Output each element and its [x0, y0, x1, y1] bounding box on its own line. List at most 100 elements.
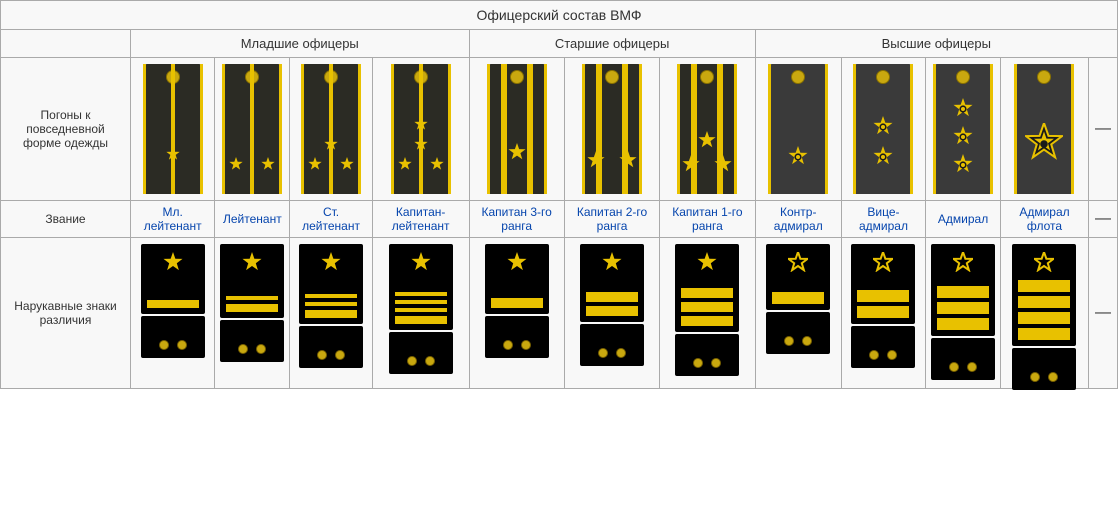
star-icon — [953, 126, 973, 149]
star-icon — [242, 252, 262, 275]
star-icon — [398, 157, 412, 174]
group-header-senior: Старшие офицеры — [469, 30, 755, 58]
rank-link[interactable]: Лейтенант — [223, 212, 282, 226]
sleeve-cell — [1001, 238, 1089, 389]
cuff-button-icon — [616, 348, 626, 358]
star-icon — [619, 151, 637, 172]
shoulder-board — [143, 64, 203, 194]
sleeve-insignia — [482, 244, 552, 384]
pogon-cell — [660, 58, 755, 201]
rank-name-cell: Капитан 3-го ранга — [469, 201, 564, 238]
row-label-pogon: Погоны к повседневной форме одежды — [1, 58, 131, 201]
star-icon — [340, 157, 354, 174]
rank-name-cell: Капитан-лейтенант — [372, 201, 469, 238]
pogon-cell: — — [1088, 58, 1117, 201]
button-icon — [605, 70, 619, 84]
shoulder-board — [487, 64, 547, 194]
group-header-higher: Высшие офицеры — [755, 30, 1117, 58]
rank-name-cell: Вице-адмирал — [841, 201, 925, 238]
pogon-cell — [469, 58, 564, 201]
star-icon — [324, 137, 338, 154]
star-icon — [953, 154, 973, 177]
cuff-button-icon — [521, 340, 531, 350]
rank-link[interactable]: Мл. лейтенант — [144, 205, 202, 233]
empty-dash: — — [1095, 120, 1111, 137]
shoulder-board — [853, 64, 913, 194]
rank-link[interactable]: Ст. лейтенант — [302, 205, 360, 233]
star-icon — [411, 252, 431, 275]
sleeve-cell: — — [1088, 238, 1117, 389]
cuff-button-icon — [967, 362, 977, 372]
rank-name-cell: Адмирал флота — [1001, 201, 1089, 238]
star-icon — [698, 131, 716, 152]
rank-link[interactable]: Контр-адмирал — [774, 205, 823, 233]
shoulder-board — [1014, 64, 1074, 194]
star-icon — [953, 98, 973, 121]
shoulder-board — [582, 64, 642, 194]
sleeve-cell — [469, 238, 564, 389]
pogon-cell — [841, 58, 925, 201]
star-icon — [697, 252, 717, 275]
star-icon — [414, 117, 428, 134]
row-label-rank: Звание — [1, 201, 131, 238]
cuff-button-icon — [317, 350, 327, 360]
sleeve-insignia — [138, 244, 208, 384]
shoulder-board — [768, 64, 828, 194]
star-icon — [308, 157, 322, 174]
cuff-button-icon — [802, 336, 812, 346]
rank-link[interactable]: Вице-адмирал — [859, 205, 908, 233]
rank-link[interactable]: Капитан 1-го ранга — [672, 205, 742, 233]
ranks-table: Офицерский состав ВМФ Младшие офицеры Ст… — [0, 0, 1118, 389]
sleeve-cell — [290, 238, 372, 389]
cuff-button-icon — [407, 356, 417, 366]
button-icon — [1037, 70, 1051, 84]
empty-dash: — — [1095, 210, 1111, 227]
cuff-button-icon — [949, 362, 959, 372]
cuff-button-icon — [503, 340, 513, 350]
pogon-cell — [215, 58, 290, 201]
star-icon — [507, 252, 527, 275]
star-icon — [953, 252, 973, 275]
cuff-button-icon — [711, 358, 721, 368]
row-label-sleeve: Нарукавные знаки различия — [1, 238, 131, 389]
sleeve-cell — [131, 238, 215, 389]
rank-name-cell: Капитан 1-го ранга — [660, 201, 755, 238]
rank-name-cell: Мл. лейтенант — [131, 201, 215, 238]
pogon-cell — [372, 58, 469, 201]
rank-link[interactable]: Капитан 2-го ранга — [577, 205, 647, 233]
sleeve-cell — [755, 238, 841, 389]
star-icon — [714, 155, 732, 176]
star-icon — [682, 155, 700, 176]
cuff-button-icon — [159, 340, 169, 350]
sleeve-cell — [660, 238, 755, 389]
star-icon — [229, 157, 243, 174]
cuff-button-icon — [177, 340, 187, 350]
cuff-button-icon — [1048, 372, 1058, 382]
rank-name-cell: Адмирал — [926, 201, 1001, 238]
cuff-button-icon — [598, 348, 608, 358]
empty-dash: — — [1095, 304, 1111, 321]
star-icon — [788, 146, 808, 169]
shoulder-board — [391, 64, 451, 194]
sleeve-cell — [372, 238, 469, 389]
cuff-button-icon — [1030, 372, 1040, 382]
rank-link[interactable]: Адмирал флота — [1019, 205, 1069, 233]
cuff-button-icon — [784, 336, 794, 346]
sleeve-cell — [926, 238, 1001, 389]
cuff-button-icon — [693, 358, 703, 368]
button-icon — [510, 70, 524, 84]
star-icon — [508, 143, 526, 164]
star-icon — [321, 252, 341, 275]
cuff-button-icon — [425, 356, 435, 366]
sleeve-cell — [215, 238, 290, 389]
rank-link[interactable]: Адмирал — [938, 212, 988, 226]
star-icon — [1034, 252, 1054, 275]
sleeve-insignia — [848, 244, 918, 384]
rank-link[interactable]: Капитан 3-го ранга — [482, 205, 552, 233]
cuff-button-icon — [335, 350, 345, 360]
button-icon — [876, 70, 890, 84]
cuff-button-icon — [256, 344, 266, 354]
rank-link[interactable]: Капитан-лейтенант — [392, 205, 450, 233]
group-header-junior: Младшие офицеры — [131, 30, 470, 58]
group-header-empty — [1, 30, 131, 58]
